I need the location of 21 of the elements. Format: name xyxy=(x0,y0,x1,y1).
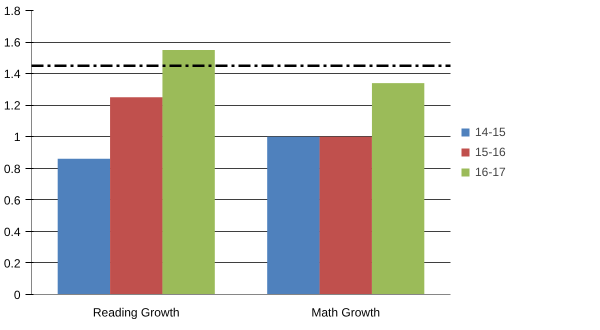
bar xyxy=(110,97,162,294)
x-tick-label: Reading Growth xyxy=(92,306,180,320)
y-tick-label: 0.6 xyxy=(4,193,21,208)
y-tick-label: 1.6 xyxy=(4,36,21,50)
y-tick-label: 0.8 xyxy=(4,162,21,176)
y-tick-label: 0.4 xyxy=(4,224,21,239)
y-tick-label: 1.2 xyxy=(4,98,21,113)
bar xyxy=(372,83,424,294)
legend-label: 16-17 xyxy=(475,165,506,179)
bar xyxy=(267,136,320,294)
legend-label: 15-16 xyxy=(475,145,506,159)
bar xyxy=(320,136,372,294)
y-tick-label: 1 xyxy=(14,130,21,144)
legend-label: 14-15 xyxy=(475,125,506,139)
bar xyxy=(58,158,110,294)
x-tick-label: Math Growth xyxy=(311,306,380,320)
y-tick-label: 1.8 xyxy=(4,4,21,18)
y-tick-label: 1.4 xyxy=(4,67,21,82)
bar xyxy=(162,50,215,294)
y-tick-label: 0 xyxy=(14,288,21,302)
y-tick-label: 0.2 xyxy=(4,256,21,270)
